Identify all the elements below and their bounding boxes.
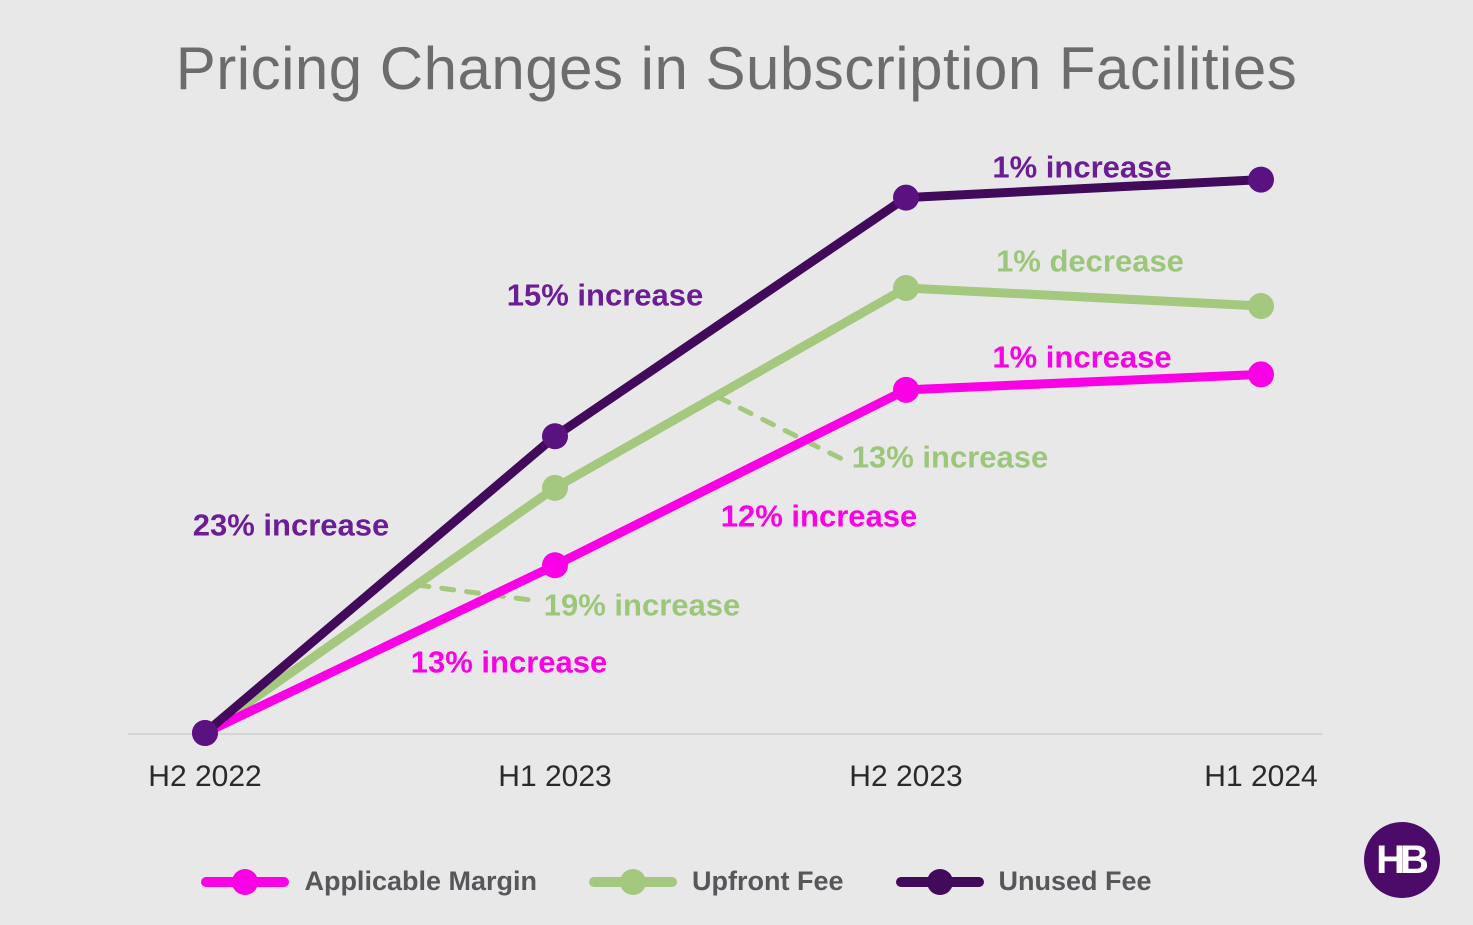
chart-title: Pricing Changes in Subscription Faciliti… bbox=[175, 35, 1298, 102]
annotation-label: 23% increase bbox=[193, 508, 389, 543]
legend-label-applicable-margin: Applicable Margin bbox=[304, 866, 537, 896]
annotation-layer: 23% increase 15% increase 1% increase 1% de… bbox=[193, 150, 1184, 680]
legend-dot-icon bbox=[620, 868, 646, 895]
series-line-applicable-margin bbox=[200, 369, 1266, 738]
legend-marker-applicable-margin bbox=[201, 867, 290, 897]
annotation-label: 12% increase bbox=[721, 499, 917, 534]
legend-item-unused-fee: Unused Fee bbox=[895, 866, 1152, 897]
legend-label-upfront-fee: Upfront Fee bbox=[692, 866, 844, 896]
data-point-unused-fee-h2-2022 bbox=[192, 720, 218, 746]
x-axis-label-h2-2023: H2 2023 bbox=[849, 760, 962, 793]
x-axis-label-h1-2024: H1 2024 bbox=[1204, 760, 1317, 793]
data-point-unused-fee-h1-2023 bbox=[542, 423, 568, 450]
legend-marker-upfront-fee bbox=[589, 867, 677, 897]
legend-label-unused-fee: Unused Fee bbox=[998, 866, 1152, 896]
dashed-annotation-connector bbox=[414, 582, 541, 604]
data-point-applicable-margin-h1-2024 bbox=[1248, 361, 1274, 388]
data-point-unused-fee-h1-2024 bbox=[1248, 166, 1274, 193]
legend-marker-unused-fee bbox=[895, 867, 984, 897]
chart-legend: Applicable Margin Upfront Fee Unused Fee bbox=[0, 866, 1473, 897]
data-point-applicable-margin-h1-2023 bbox=[542, 552, 568, 579]
annotation-label: 1% increase bbox=[992, 150, 1171, 185]
x-axis-label-h2-2022: H2 2022 bbox=[148, 760, 261, 793]
annotation-label: 19% increase bbox=[544, 588, 740, 623]
legend-item-upfront-fee: Upfront Fee bbox=[589, 866, 844, 897]
annotation-label: 13% increase bbox=[852, 440, 1048, 475]
series-line-upfront-fee bbox=[200, 283, 1266, 738]
data-point-applicable-margin-h2-2023 bbox=[893, 376, 919, 403]
dashed-annotation-connector bbox=[715, 394, 845, 462]
data-point-unused-fee-h2-2023 bbox=[893, 184, 919, 211]
annotation-label: 15% increase bbox=[507, 278, 703, 313]
series-layer bbox=[192, 166, 1274, 746]
legend-item-applicable-margin: Applicable Margin bbox=[201, 866, 537, 897]
legend-dot-icon bbox=[926, 868, 953, 895]
x-axis-label-h1-2023: H1 2023 bbox=[498, 760, 611, 793]
series-line-unused-fee bbox=[200, 175, 1266, 738]
annotation-label: 13% increase bbox=[411, 645, 607, 680]
hb-logo: HB bbox=[1364, 822, 1440, 898]
annotation-label: 1% decrease bbox=[996, 244, 1184, 279]
data-point-upfront-fee-h1-2023 bbox=[542, 474, 568, 501]
data-point-upfront-fee-h1-2024 bbox=[1248, 293, 1274, 320]
legend-dot-icon bbox=[232, 868, 259, 895]
x-axis-labels: H2 2022 H1 2023 H2 2023 H1 2024 bbox=[148, 760, 1317, 793]
data-point-upfront-fee-h2-2023 bbox=[893, 274, 919, 301]
annotation-label: 1% increase bbox=[992, 340, 1171, 375]
